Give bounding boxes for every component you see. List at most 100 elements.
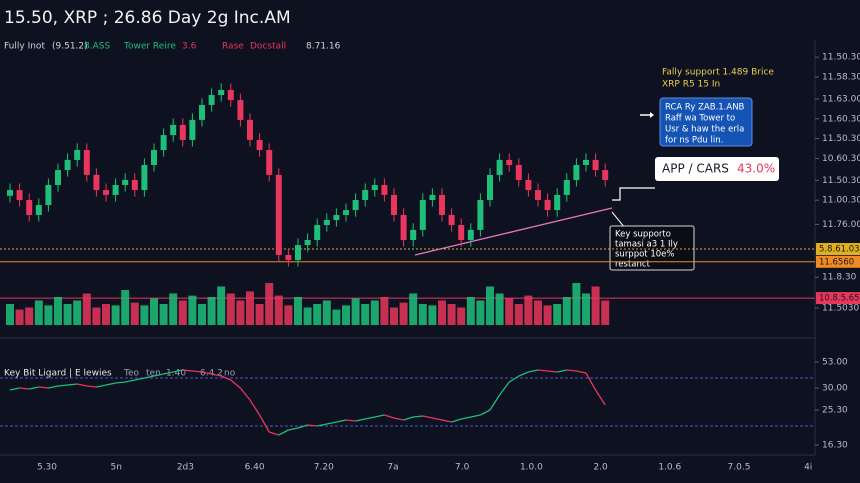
candle-body	[525, 179, 532, 191]
candle-body	[275, 174, 282, 255]
volume-bar	[102, 304, 110, 325]
osc-segment	[365, 416, 375, 420]
osc-tick-label: 25.30	[822, 406, 848, 416]
x-tick-label: 6.40	[245, 463, 265, 473]
level-label: 5.8.61.03	[819, 245, 860, 255]
osc-segment	[9, 387, 20, 391]
volume-bar	[294, 297, 302, 325]
candle-body	[122, 179, 129, 186]
osc-segment	[259, 414, 270, 433]
osc-segment	[297, 424, 308, 429]
volume-bar	[207, 297, 216, 325]
volume-bar	[226, 293, 235, 325]
osc-segment	[278, 429, 289, 436]
osc-segment	[374, 414, 385, 418]
x-tick-label: 5n	[110, 463, 121, 473]
osc-segment	[595, 389, 606, 406]
candle-body	[352, 199, 359, 211]
volume-bar	[524, 295, 533, 325]
volume-bar	[73, 300, 82, 325]
level-label: 11.6560	[819, 257, 854, 267]
osc-segment	[547, 370, 558, 373]
osc-segment	[67, 383, 78, 386]
candle-body	[83, 150, 90, 175]
candle-body	[458, 225, 465, 241]
x-tick-label: 7.0	[455, 463, 470, 473]
callout-text: Key supporto tamasi a3 1 Ily surppot 10e…	[615, 230, 678, 270]
osc-segment	[345, 419, 356, 422]
volume-bar	[466, 297, 475, 325]
osc-segment	[528, 369, 539, 373]
x-tick-label: 2.0	[593, 463, 608, 473]
osc-segment	[441, 419, 452, 423]
x-tick-label: 4i	[804, 463, 812, 473]
header-item: 3.6	[182, 42, 197, 52]
candle-body	[189, 119, 196, 140]
y-tick-label: 11.50.30	[822, 134, 860, 144]
y-tick-label: 11.50.30	[822, 53, 860, 63]
volume-bar	[486, 286, 494, 325]
candle-body	[410, 229, 417, 241]
level-tag	[816, 292, 860, 305]
candle-body	[112, 185, 119, 195]
volume-bar	[457, 307, 466, 325]
osc-tick-label: 16.30	[822, 441, 848, 451]
connector	[612, 187, 655, 201]
osc-segment	[182, 369, 193, 372]
candle-body	[400, 214, 407, 241]
callout-line: surppot 10e%	[615, 250, 674, 260]
volume-bar	[82, 293, 91, 325]
y-tick-label: 11.63.00	[822, 95, 860, 105]
volume-bar	[198, 304, 206, 325]
info-line: Raff wa Tower to	[665, 114, 735, 124]
arrow-head	[650, 112, 654, 118]
volume-bar	[438, 300, 446, 325]
osc-segment	[403, 416, 414, 421]
osc-tick-label: 53.00	[822, 358, 848, 368]
level-tag	[816, 255, 860, 268]
x-tick-label: 7.0.5	[728, 463, 751, 473]
osc-segment	[57, 384, 68, 387]
volume-bar	[418, 304, 427, 325]
candle-body	[439, 194, 445, 215]
osc-segment	[480, 409, 491, 416]
candle-body	[170, 124, 177, 136]
osc-segment	[201, 371, 212, 375]
osc-segment	[566, 369, 577, 372]
candle-body	[26, 199, 33, 215]
volume-bar	[274, 295, 283, 325]
volume-bar	[92, 307, 101, 325]
osc-segment	[508, 375, 520, 383]
osc-segment	[48, 385, 59, 389]
callout-box	[609, 225, 695, 271]
osc-segment	[451, 418, 462, 423]
osc-segment	[461, 416, 471, 420]
candle-body	[496, 159, 503, 175]
osc-segment	[489, 394, 501, 411]
candle-body	[602, 170, 609, 180]
header-item: 8.ASS	[84, 42, 110, 52]
pair-box	[655, 157, 779, 181]
candle-body	[448, 214, 455, 226]
candle-body	[7, 190, 13, 196]
volume-bar	[380, 297, 389, 325]
candle-body	[544, 199, 551, 211]
candle-body	[506, 159, 513, 165]
callout-pointer	[611, 211, 626, 229]
volume-bar	[284, 305, 293, 325]
info-line: RCA Ry ZAB.1.ANB	[665, 103, 745, 113]
candle-body	[256, 139, 263, 151]
info-line: for ns Pdu lin.	[665, 136, 723, 146]
y-tick-label: 11.8.30	[822, 273, 857, 283]
candle-body	[314, 225, 321, 241]
osc-param: 1.40	[166, 369, 186, 379]
osc-segment	[384, 414, 395, 419]
volume-bar	[255, 304, 264, 325]
candle-body	[343, 210, 349, 215]
osc-segment	[336, 419, 347, 423]
candle-body	[93, 174, 100, 191]
header-item: Tower Reire	[123, 42, 176, 52]
volume-bar	[178, 300, 187, 325]
candle-body	[74, 150, 81, 160]
